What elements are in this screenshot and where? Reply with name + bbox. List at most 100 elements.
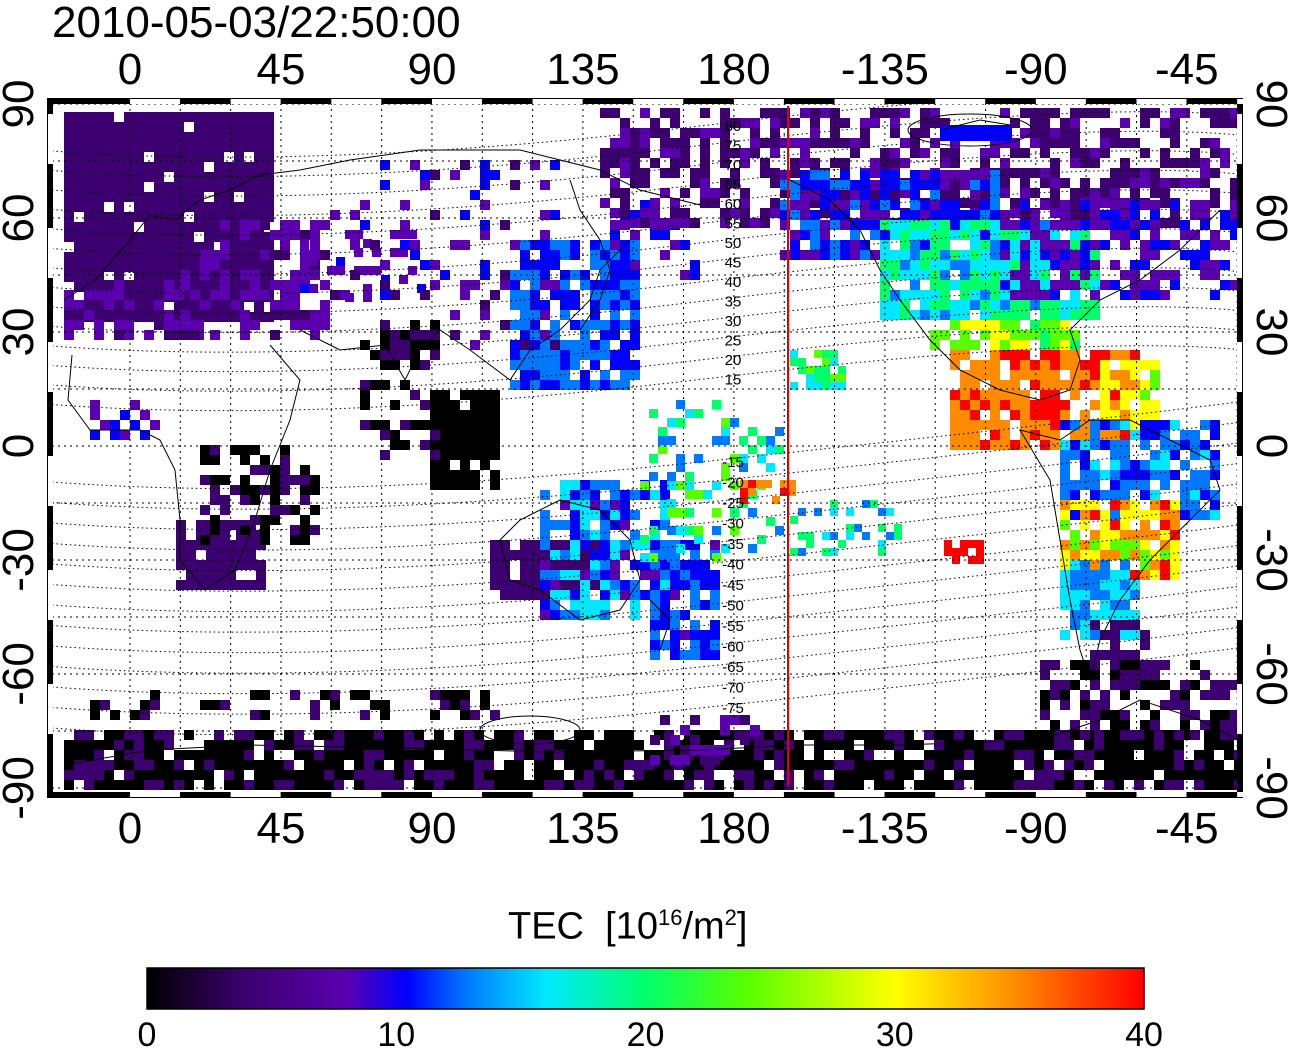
tec-cell xyxy=(454,730,464,740)
tec-cell xyxy=(1060,220,1070,230)
tec-cell xyxy=(1150,570,1160,580)
tec-cell xyxy=(712,436,721,445)
tec-cell xyxy=(1110,650,1120,660)
tec-cell xyxy=(1040,270,1050,280)
tec-cell xyxy=(820,220,830,230)
tec-cell xyxy=(700,650,710,660)
tec-cell xyxy=(790,350,798,358)
tec-cell xyxy=(798,532,806,540)
tec-cell xyxy=(780,108,790,118)
tec-cell xyxy=(1010,250,1020,260)
tec-cell xyxy=(1100,560,1110,570)
tec-cell xyxy=(970,230,980,240)
tec-cell xyxy=(990,260,1000,270)
tec-cell xyxy=(570,540,580,550)
tec-cell xyxy=(720,715,730,725)
tec-cell xyxy=(480,300,490,310)
tec-cell xyxy=(470,400,480,410)
tec-cell xyxy=(1150,450,1160,460)
magnetic-contour xyxy=(51,606,1239,695)
tec-cell xyxy=(124,292,134,302)
tec-cell xyxy=(534,740,544,750)
tec-cell xyxy=(510,320,520,330)
tec-cell xyxy=(1060,280,1070,290)
tec-cell xyxy=(250,270,260,280)
tec-cell xyxy=(186,580,196,590)
tec-cell xyxy=(264,232,274,242)
tec-cell xyxy=(860,118,870,128)
magnetic-contour xyxy=(51,647,1239,736)
tec-cell xyxy=(1220,710,1230,720)
tec-cell xyxy=(330,690,340,700)
tec-cell xyxy=(454,750,464,760)
tec-cell xyxy=(424,780,434,790)
tec-cell xyxy=(754,780,764,790)
tec-cell xyxy=(610,510,620,520)
tec-cell xyxy=(184,142,194,152)
tec-cell xyxy=(424,760,434,770)
tec-cell xyxy=(1080,240,1090,250)
tec-cell xyxy=(960,170,970,180)
tec-cell xyxy=(620,320,630,330)
tec-cell xyxy=(980,320,990,330)
tec-cell xyxy=(544,760,554,770)
tec-cell xyxy=(220,700,230,710)
tec-cell xyxy=(564,760,574,770)
tec-cell xyxy=(196,520,206,530)
tec-cell xyxy=(1004,760,1014,770)
tec-cell xyxy=(1050,440,1060,450)
tec-cell xyxy=(144,302,154,312)
tec-cell xyxy=(1120,610,1130,620)
tec-cell xyxy=(1050,178,1060,188)
tec-cell xyxy=(685,409,694,418)
tec-cell xyxy=(690,650,700,660)
tec-cell xyxy=(580,540,590,550)
tec-cell xyxy=(1090,350,1100,360)
tec-cell xyxy=(176,560,186,570)
tec-cell xyxy=(254,202,264,212)
tec-cell xyxy=(630,168,640,178)
tec-cell xyxy=(1040,290,1050,300)
tec-cell xyxy=(480,440,490,450)
tec-cell xyxy=(114,192,124,202)
tec-cell xyxy=(670,755,680,765)
tec-cell xyxy=(1040,240,1050,250)
tec-cell xyxy=(1030,240,1040,250)
tec-cell xyxy=(464,750,474,760)
tec-cell xyxy=(1120,178,1130,188)
tec-cell xyxy=(560,580,570,590)
tec-cell xyxy=(960,420,970,430)
tec-cell xyxy=(570,520,580,530)
tec-cell xyxy=(620,128,630,138)
tec-cell xyxy=(420,260,430,270)
tec-cell xyxy=(194,182,204,192)
tec-cell xyxy=(500,320,510,330)
tec-cell xyxy=(300,230,310,240)
tec-cell xyxy=(124,770,134,780)
tec-cell xyxy=(910,210,920,220)
tec-cell xyxy=(1010,440,1020,450)
tec-cell xyxy=(550,580,560,590)
tec-cell xyxy=(1090,310,1100,320)
tec-cell xyxy=(910,180,920,190)
tec-cell xyxy=(381,275,390,284)
tec-cell xyxy=(1130,178,1140,188)
tec-cell xyxy=(1110,200,1120,210)
tec-cell xyxy=(490,400,500,410)
tec-cell xyxy=(324,740,334,750)
tec-cell xyxy=(1070,600,1080,610)
tec-cell xyxy=(940,148,950,158)
tec-cell xyxy=(790,158,800,168)
tec-cell xyxy=(460,390,470,400)
tec-cell xyxy=(520,360,530,370)
tec-cell xyxy=(1060,680,1070,690)
tec-cell xyxy=(1130,460,1140,470)
tec-cell xyxy=(780,250,790,260)
tec-cell xyxy=(914,780,924,790)
tec-cell xyxy=(1070,450,1080,460)
tec-cell xyxy=(934,760,944,770)
tec-cell xyxy=(240,495,250,505)
tec-cell xyxy=(640,560,650,570)
tec-cell xyxy=(620,250,630,260)
tec-cell xyxy=(1074,760,1084,770)
